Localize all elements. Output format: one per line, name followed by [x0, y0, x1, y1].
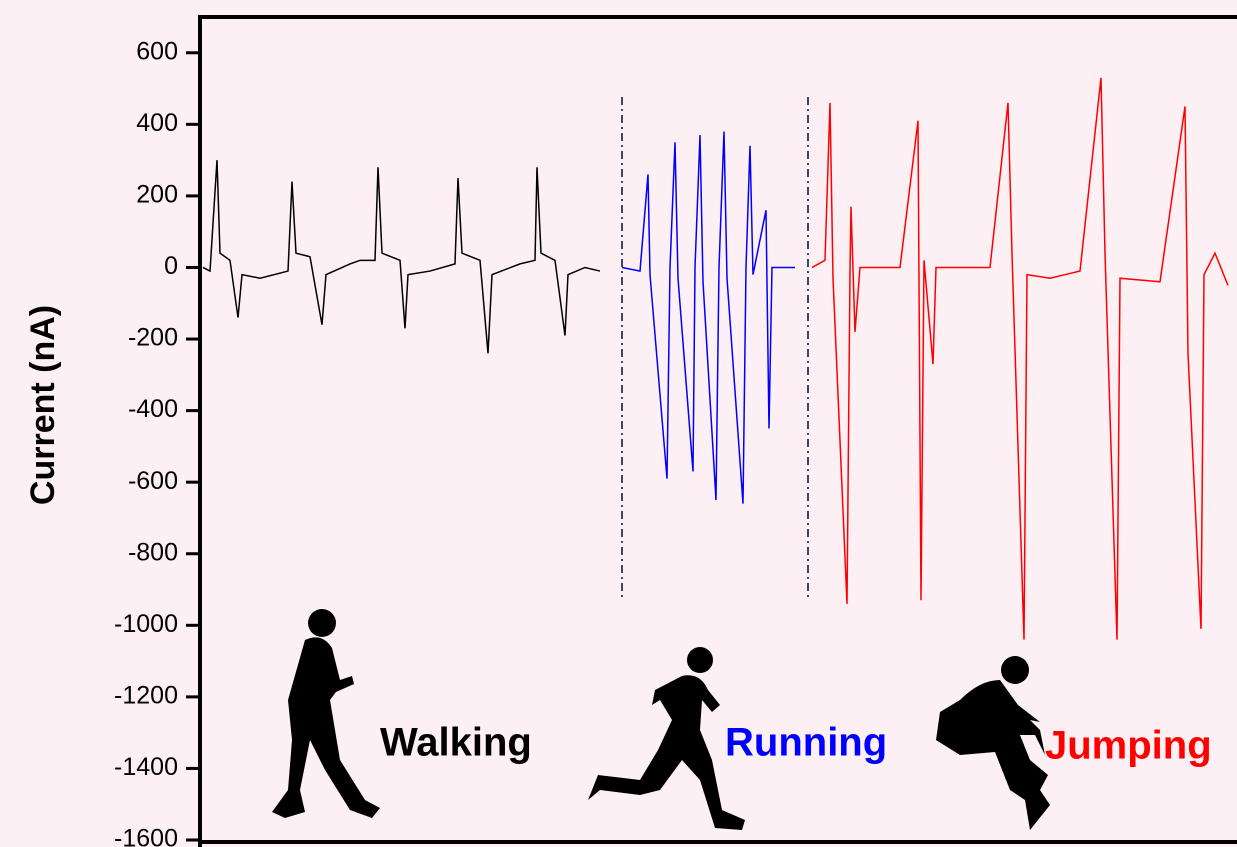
y-tick-label: -200: [128, 324, 178, 352]
page: {"chart_data": {"type": "line", "ylabel"…: [0, 0, 1237, 847]
activity-label: Running: [725, 721, 887, 765]
signal-line: [203, 160, 600, 353]
y-axis-title: Current (nA): [24, 305, 62, 505]
y-tick-label: 0: [164, 252, 178, 280]
y-tick-label: -800: [128, 538, 178, 566]
y-tick-label: -1600: [114, 825, 178, 847]
signal-line: [812, 78, 1228, 640]
activity-label: Walking: [380, 721, 532, 765]
y-tick-label: -1200: [114, 681, 178, 709]
y-tick-label: -600: [128, 467, 178, 495]
signal-line: [622, 132, 795, 504]
y-tick-label: -400: [128, 395, 178, 423]
chart: Current (nA) 600 400 200 0 -200 -400 -600 -800 -…: [0, 0, 1237, 847]
y-tick-label: -1400: [114, 753, 178, 781]
activity-label: Jumping: [1045, 724, 1212, 768]
walking-icon: [272, 609, 380, 818]
running-icon: [588, 647, 745, 830]
y-tick-label: 600: [136, 37, 178, 65]
jumping-icon: [936, 656, 1050, 830]
y-tick-label: -1000: [114, 610, 178, 638]
y-tick-label: 200: [136, 181, 178, 209]
y-tick-label: 400: [136, 109, 178, 137]
